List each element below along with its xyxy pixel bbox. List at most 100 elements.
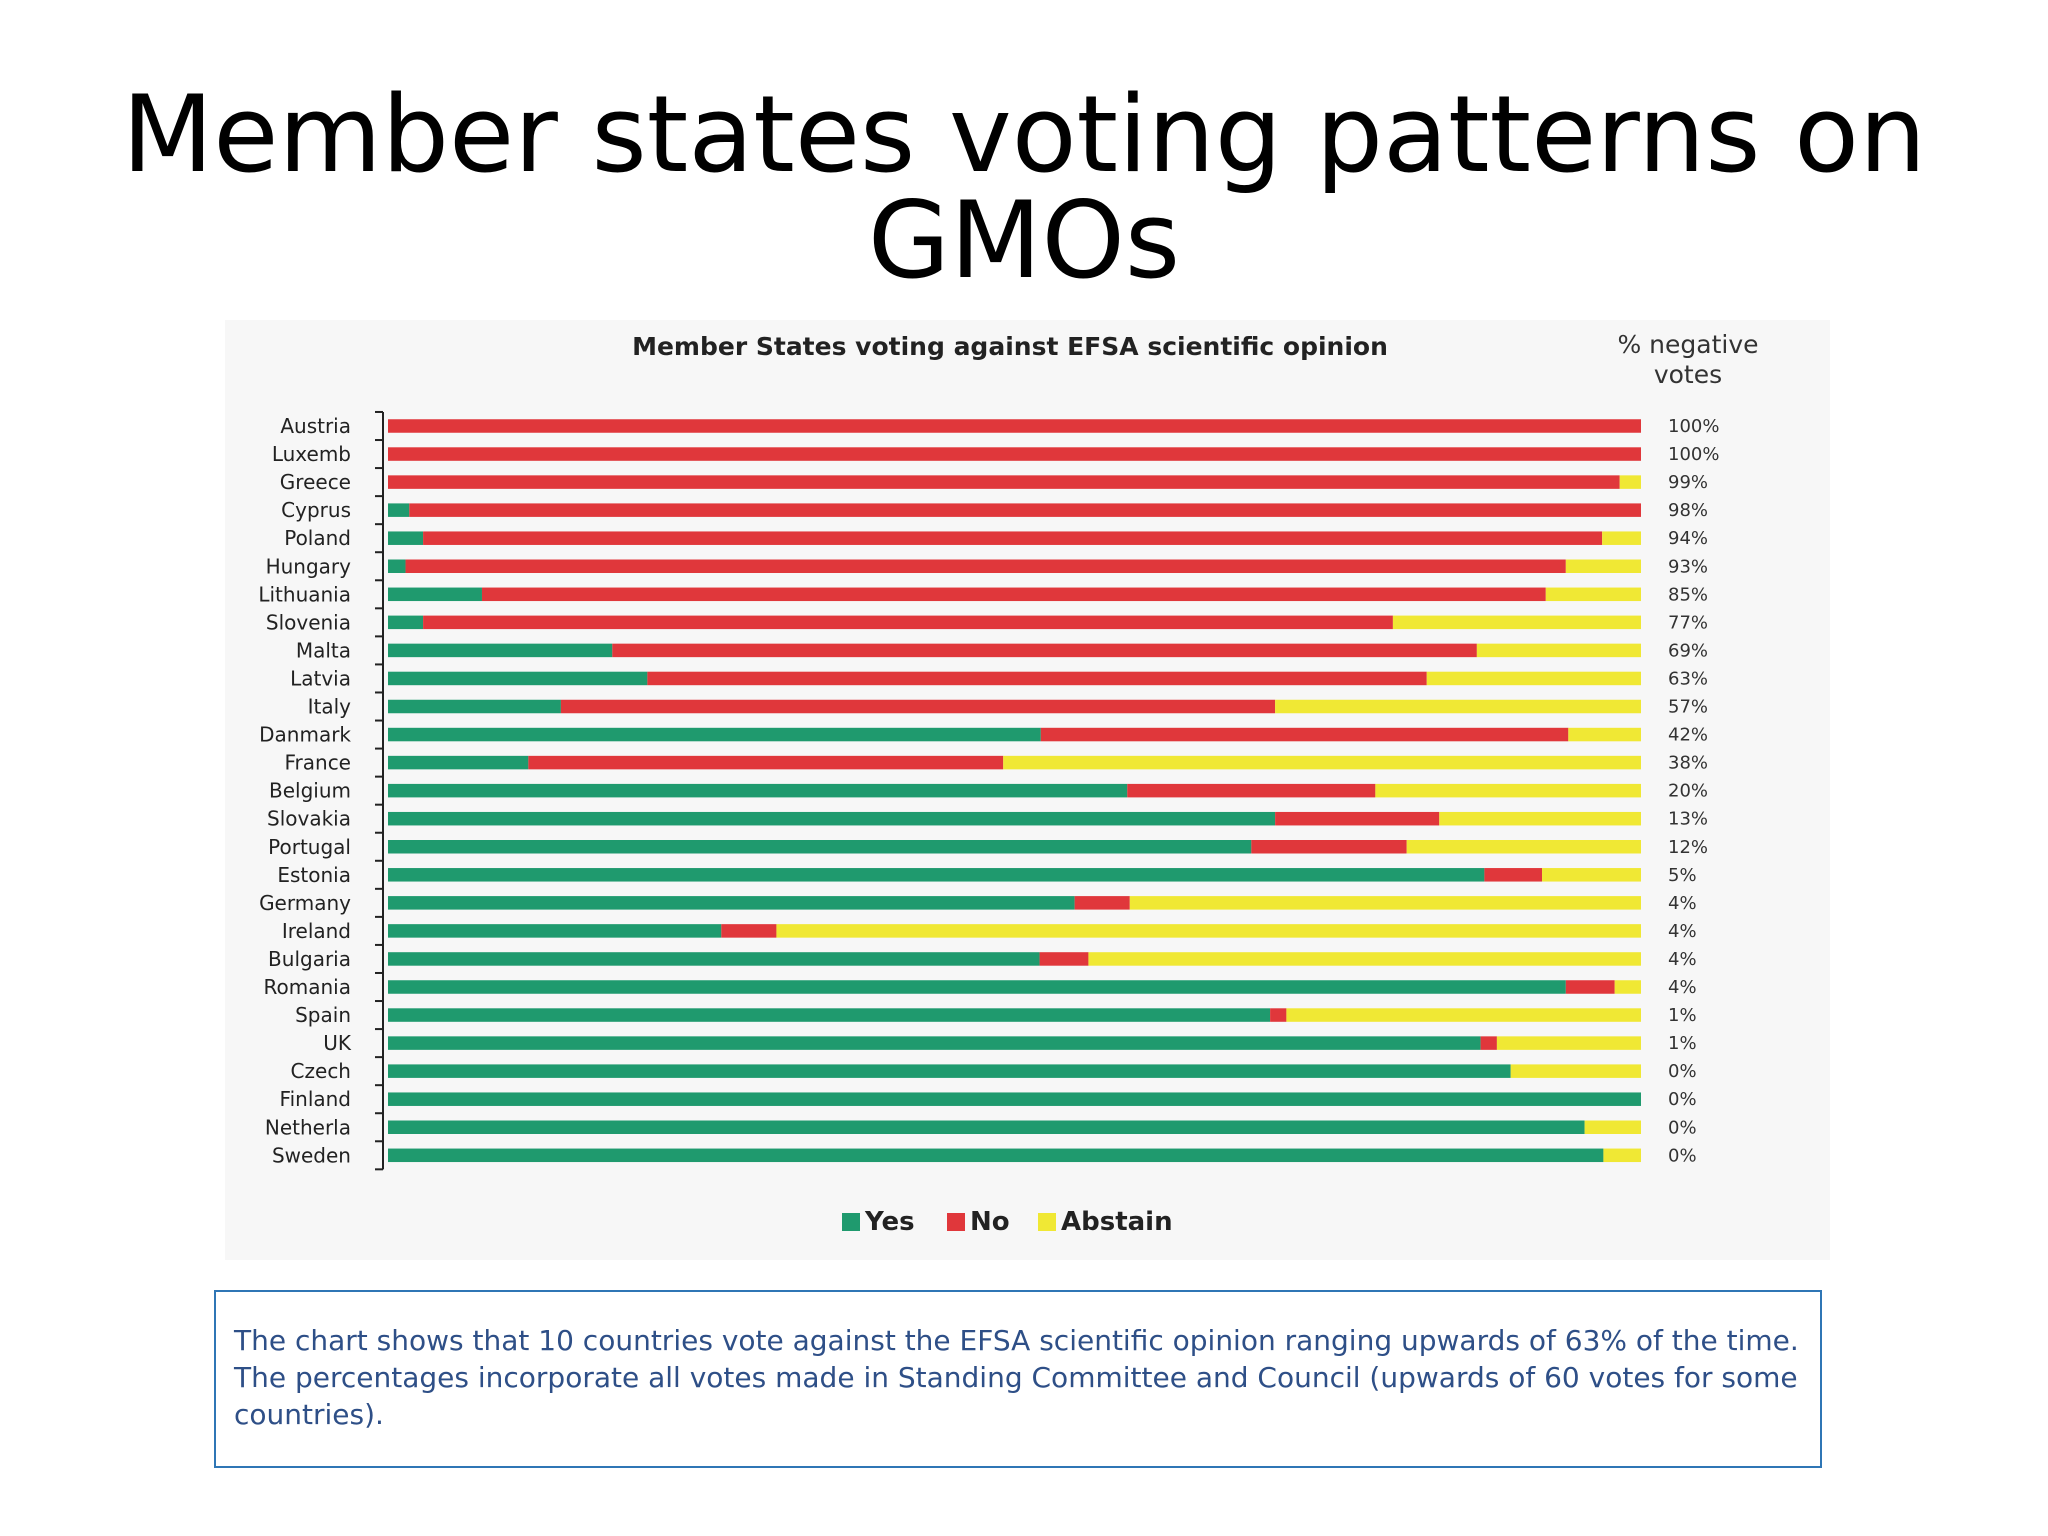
category-label-ireland: Ireland [282,919,351,943]
category-label-france: France [284,751,351,775]
category-label-portugal: Portugal [268,835,351,859]
percent-label-cyprus: 98% [1668,500,1708,521]
category-label-romania: Romania [264,975,351,999]
bar-latvia-no [647,671,1427,686]
legend-label-abstain: Abstain [1061,1207,1173,1237]
bar-portugal-no [1251,840,1407,854]
bar-belgium-no [1127,783,1376,798]
category-label-netherla: Netherla [265,1115,351,1139]
bar-netherla-yes [388,1120,1585,1134]
category-label-cyprus: Cyprus [281,498,351,522]
bar-lithuania-abstain [1545,587,1641,602]
bar-sweden-yes [388,1148,1604,1163]
slide-title: Member states voting patterns on GMOs [121,73,1927,302]
percent-label-estonia: 5% [1668,865,1697,886]
bar-latvia-yes [388,671,648,686]
percent-label-lithuania: 85% [1668,584,1708,605]
bar-poland-no [423,531,1603,545]
bar-bulgaria-abstain [1088,952,1641,966]
bar-poland-yes [388,531,424,545]
category-label-uk: UK [323,1031,352,1055]
bar-romania-no [1565,980,1615,994]
percent-label-danmark: 42% [1668,725,1708,746]
bar-danmark-abstain [1568,727,1641,742]
category-label-germany: Germany [259,891,351,915]
bar-bulgaria-no [1039,952,1089,966]
legend-label-yes: Yes [864,1207,915,1237]
percent-label-luxemb: 100% [1668,444,1719,465]
percent-label-germany: 4% [1668,893,1697,914]
category-label-finland: Finland [280,1087,351,1111]
bar-danmark-yes [388,727,1041,742]
bar-portugal-abstain [1406,840,1641,854]
bar-spain-yes [388,1008,1271,1022]
legend-swatch-yes [842,1213,860,1231]
percent-labels: 100% 100% 99% 98% 94% 93% 85% 77% 69% 63% 57% 42% 38… [1668,416,1719,1166]
category-label-malta: Malta [296,638,351,662]
percent-label-austria: 100% [1668,416,1719,437]
chart-panel: Member States voting against EFSA scient… [225,320,1830,1260]
bar-belgium-abstain [1375,783,1641,798]
bar-italy-yes [388,699,561,714]
bar-estonia-no [1484,868,1543,882]
percent-label-romania: 4% [1668,977,1697,998]
bar-hungary-abstain [1565,559,1641,573]
category-label-latvia: Latvia [290,666,351,690]
legend-swatch-no [947,1213,965,1231]
category-label-slovenia: Slovenia [266,610,351,634]
bar-italy-no [560,699,1276,714]
category-label-sweden: Sweden [272,1143,351,1167]
bar-netherla-abstain [1584,1120,1641,1134]
category-label-slovakia: Slovakia [267,807,351,831]
bar-germany-abstain [1129,896,1641,910]
bar-belgium-yes [388,783,1128,798]
category-label-poland: Poland [284,526,351,550]
y-axis [375,410,384,1171]
bar-france-abstain [1003,755,1641,770]
category-label-spain: Spain [295,1003,351,1027]
legend: Yes No Abstain [842,1207,1173,1237]
category-labels: Austria Luxemb Greece Cyprus Poland Hungary Li… [258,414,352,1167]
bar-ireland-yes [388,924,722,938]
bar-malta-yes [388,643,613,658]
bar-uk-abstain [1496,1036,1641,1050]
bar-latvia-abstain [1426,671,1641,686]
caption-box: The chart shows that 10 countries vote a… [214,1290,1822,1468]
bar-slovenia-yes [388,615,424,630]
bar-cyprus-yes [388,503,410,517]
bar-bulgaria-yes [388,952,1040,966]
percent-label-netherla: 0% [1668,1117,1697,1138]
percent-label-france: 38% [1668,753,1708,774]
bar-slovenia-abstain [1392,615,1641,630]
bar-slovenia-no [423,615,1393,630]
bar-danmark-no [1040,727,1569,742]
bar-romania-yes [388,980,1566,994]
bar-italy-abstain [1275,699,1641,714]
bar-estonia-yes [388,868,1485,882]
percent-label-slovenia: 77% [1668,612,1708,633]
category-label-austria: Austria [280,414,351,438]
percent-label-greece: 99% [1668,472,1708,493]
bar-lithuania-no [481,587,1546,602]
category-label-bulgaria: Bulgaria [268,947,351,971]
bar-ireland-abstain [776,924,1641,938]
bar-cyprus-no [409,503,1641,517]
bar-estonia-abstain [1542,868,1641,882]
percent-label-italy: 57% [1668,697,1708,718]
bar-ireland-no [721,924,777,938]
category-label-estonia: Estonia [277,863,351,887]
stacked-bar-chart: Member States voting against EFSA scient… [258,330,1758,1237]
bar-luxemb-no [388,447,1641,461]
bar-austria-no [388,419,1641,433]
bar-slovakia-yes [388,811,1276,826]
bar-greece-abstain [1619,475,1641,489]
bar-spain-no [1270,1008,1287,1022]
percent-label-latvia: 63% [1668,668,1708,689]
percent-label-malta: 69% [1668,640,1708,661]
bar-finland-yes [388,1092,1641,1106]
category-label-hungary: Hungary [266,554,352,578]
category-label-lithuania: Lithuania [258,582,351,606]
bar-malta-abstain [1476,643,1641,658]
category-label-czech: Czech [291,1059,351,1083]
bars-group [388,419,1641,1163]
